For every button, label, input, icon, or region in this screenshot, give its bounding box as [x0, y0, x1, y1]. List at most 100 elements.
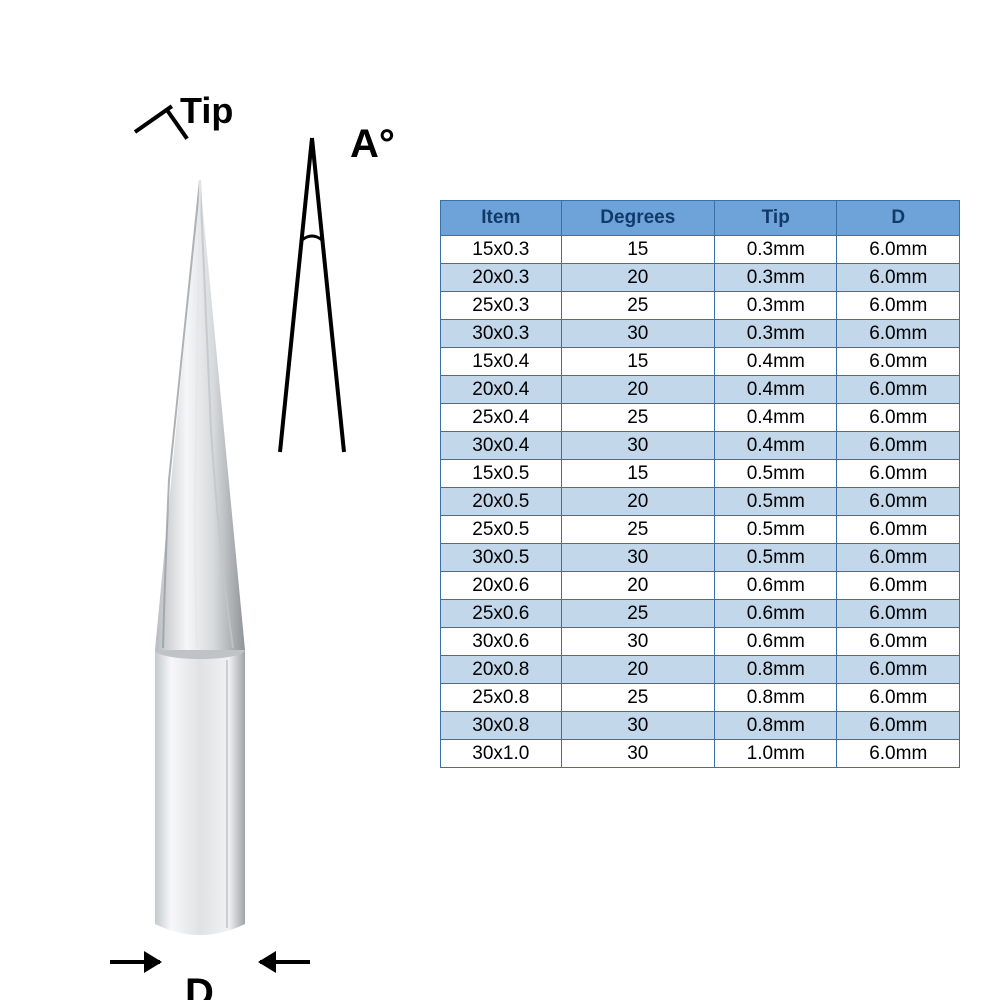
- table-cell: 6.0mm: [837, 712, 960, 740]
- table-cell: 15x0.4: [441, 348, 562, 376]
- table-cell: 30: [561, 432, 714, 460]
- table-cell: 6.0mm: [837, 600, 960, 628]
- table-cell: 15: [561, 236, 714, 264]
- table-cell: 6.0mm: [837, 320, 960, 348]
- tip-label: Tip: [180, 90, 233, 132]
- table-cell: 25x0.6: [441, 600, 562, 628]
- tool-image: [145, 180, 255, 940]
- table-cell: 6.0mm: [837, 488, 960, 516]
- table-cell: 20x0.6: [441, 572, 562, 600]
- table-row: 15x0.4150.4mm6.0mm: [441, 348, 960, 376]
- table-cell: 6.0mm: [837, 376, 960, 404]
- table-row: 25x0.5250.5mm6.0mm: [441, 516, 960, 544]
- col-header: Item: [441, 201, 562, 236]
- table-cell: 30x1.0: [441, 740, 562, 768]
- table-cell: 6.0mm: [837, 292, 960, 320]
- table-cell: 6.0mm: [837, 684, 960, 712]
- table-row: 20x0.8200.8mm6.0mm: [441, 656, 960, 684]
- table-cell: 25: [561, 292, 714, 320]
- table-cell: 20x0.4: [441, 376, 562, 404]
- col-header: D: [837, 201, 960, 236]
- table-cell: 0.4mm: [715, 376, 837, 404]
- table-cell: 25: [561, 404, 714, 432]
- table-row: 20x0.4200.4mm6.0mm: [441, 376, 960, 404]
- table-cell: 20x0.3: [441, 264, 562, 292]
- table-cell: 6.0mm: [837, 404, 960, 432]
- table-cell: 30: [561, 544, 714, 572]
- table-cell: 0.5mm: [715, 516, 837, 544]
- table-cell: 30: [561, 740, 714, 768]
- table-row: 15x0.5150.5mm6.0mm: [441, 460, 960, 488]
- table-row: 30x0.6300.6mm6.0mm: [441, 628, 960, 656]
- table-cell: 20: [561, 656, 714, 684]
- table-cell: 6.0mm: [837, 432, 960, 460]
- table-cell: 25x0.8: [441, 684, 562, 712]
- table-cell: 20x0.8: [441, 656, 562, 684]
- table-cell: 6.0mm: [837, 236, 960, 264]
- table-cell: 30x0.5: [441, 544, 562, 572]
- table-cell: 15: [561, 348, 714, 376]
- table-cell: 0.3mm: [715, 236, 837, 264]
- table-cell: 15x0.5: [441, 460, 562, 488]
- table-cell: 25x0.5: [441, 516, 562, 544]
- table-cell: 30: [561, 712, 714, 740]
- table-row: 30x0.4300.4mm6.0mm: [441, 432, 960, 460]
- table-cell: 0.3mm: [715, 292, 837, 320]
- table-cell: 0.4mm: [715, 404, 837, 432]
- table-cell: 0.4mm: [715, 432, 837, 460]
- diameter-callout: D: [110, 955, 310, 1000]
- table-cell: 0.8mm: [715, 684, 837, 712]
- table-cell: 25x0.4: [441, 404, 562, 432]
- tool-diagram: Tip A°: [40, 50, 420, 950]
- spec-table-wrap: ItemDegreesTipD 15x0.3150.3mm6.0mm20x0.3…: [440, 200, 960, 768]
- table-row: 20x0.6200.6mm6.0mm: [441, 572, 960, 600]
- table-cell: 0.3mm: [715, 264, 837, 292]
- table-cell: 0.8mm: [715, 712, 837, 740]
- table-cell: 0.5mm: [715, 544, 837, 572]
- table-row: 30x0.5300.5mm6.0mm: [441, 544, 960, 572]
- col-header: Tip: [715, 201, 837, 236]
- angle-label: A°: [350, 122, 395, 167]
- table-cell: 6.0mm: [837, 348, 960, 376]
- table-row: 30x0.8300.8mm6.0mm: [441, 712, 960, 740]
- table-cell: 20: [561, 264, 714, 292]
- spec-table: ItemDegreesTipD 15x0.3150.3mm6.0mm20x0.3…: [440, 200, 960, 768]
- diameter-label: D: [185, 971, 214, 1000]
- table-cell: 25: [561, 600, 714, 628]
- table-cell: 20x0.5: [441, 488, 562, 516]
- table-row: 25x0.8250.8mm6.0mm: [441, 684, 960, 712]
- table-cell: 0.5mm: [715, 488, 837, 516]
- table-cell: 1.0mm: [715, 740, 837, 768]
- table-cell: 0.3mm: [715, 320, 837, 348]
- table-cell: 30: [561, 628, 714, 656]
- table-row: 30x0.3300.3mm6.0mm: [441, 320, 960, 348]
- table-cell: 6.0mm: [837, 628, 960, 656]
- table-cell: 6.0mm: [837, 740, 960, 768]
- table-cell: 25x0.3: [441, 292, 562, 320]
- table-cell: 30: [561, 320, 714, 348]
- table-row: 30x1.0301.0mm6.0mm: [441, 740, 960, 768]
- table-cell: 30x0.3: [441, 320, 562, 348]
- table-cell: 0.6mm: [715, 600, 837, 628]
- table-row: 20x0.5200.5mm6.0mm: [441, 488, 960, 516]
- table-cell: 20: [561, 488, 714, 516]
- col-header: Degrees: [561, 201, 714, 236]
- table-cell: 25: [561, 684, 714, 712]
- table-cell: 0.8mm: [715, 656, 837, 684]
- table-cell: 6.0mm: [837, 516, 960, 544]
- table-cell: 30x0.6: [441, 628, 562, 656]
- table-row: 15x0.3150.3mm6.0mm: [441, 236, 960, 264]
- table-cell: 25: [561, 516, 714, 544]
- table-row: 25x0.6250.6mm6.0mm: [441, 600, 960, 628]
- angle-callout: A°: [278, 130, 408, 460]
- table-cell: 15x0.3: [441, 236, 562, 264]
- table-cell: 20: [561, 376, 714, 404]
- table-cell: 0.6mm: [715, 572, 837, 600]
- table-row: 20x0.3200.3mm6.0mm: [441, 264, 960, 292]
- table-cell: 0.4mm: [715, 348, 837, 376]
- table-row: 25x0.4250.4mm6.0mm: [441, 404, 960, 432]
- table-cell: 30x0.8: [441, 712, 562, 740]
- table-row: 25x0.3250.3mm6.0mm: [441, 292, 960, 320]
- table-cell: 15: [561, 460, 714, 488]
- table-cell: 6.0mm: [837, 460, 960, 488]
